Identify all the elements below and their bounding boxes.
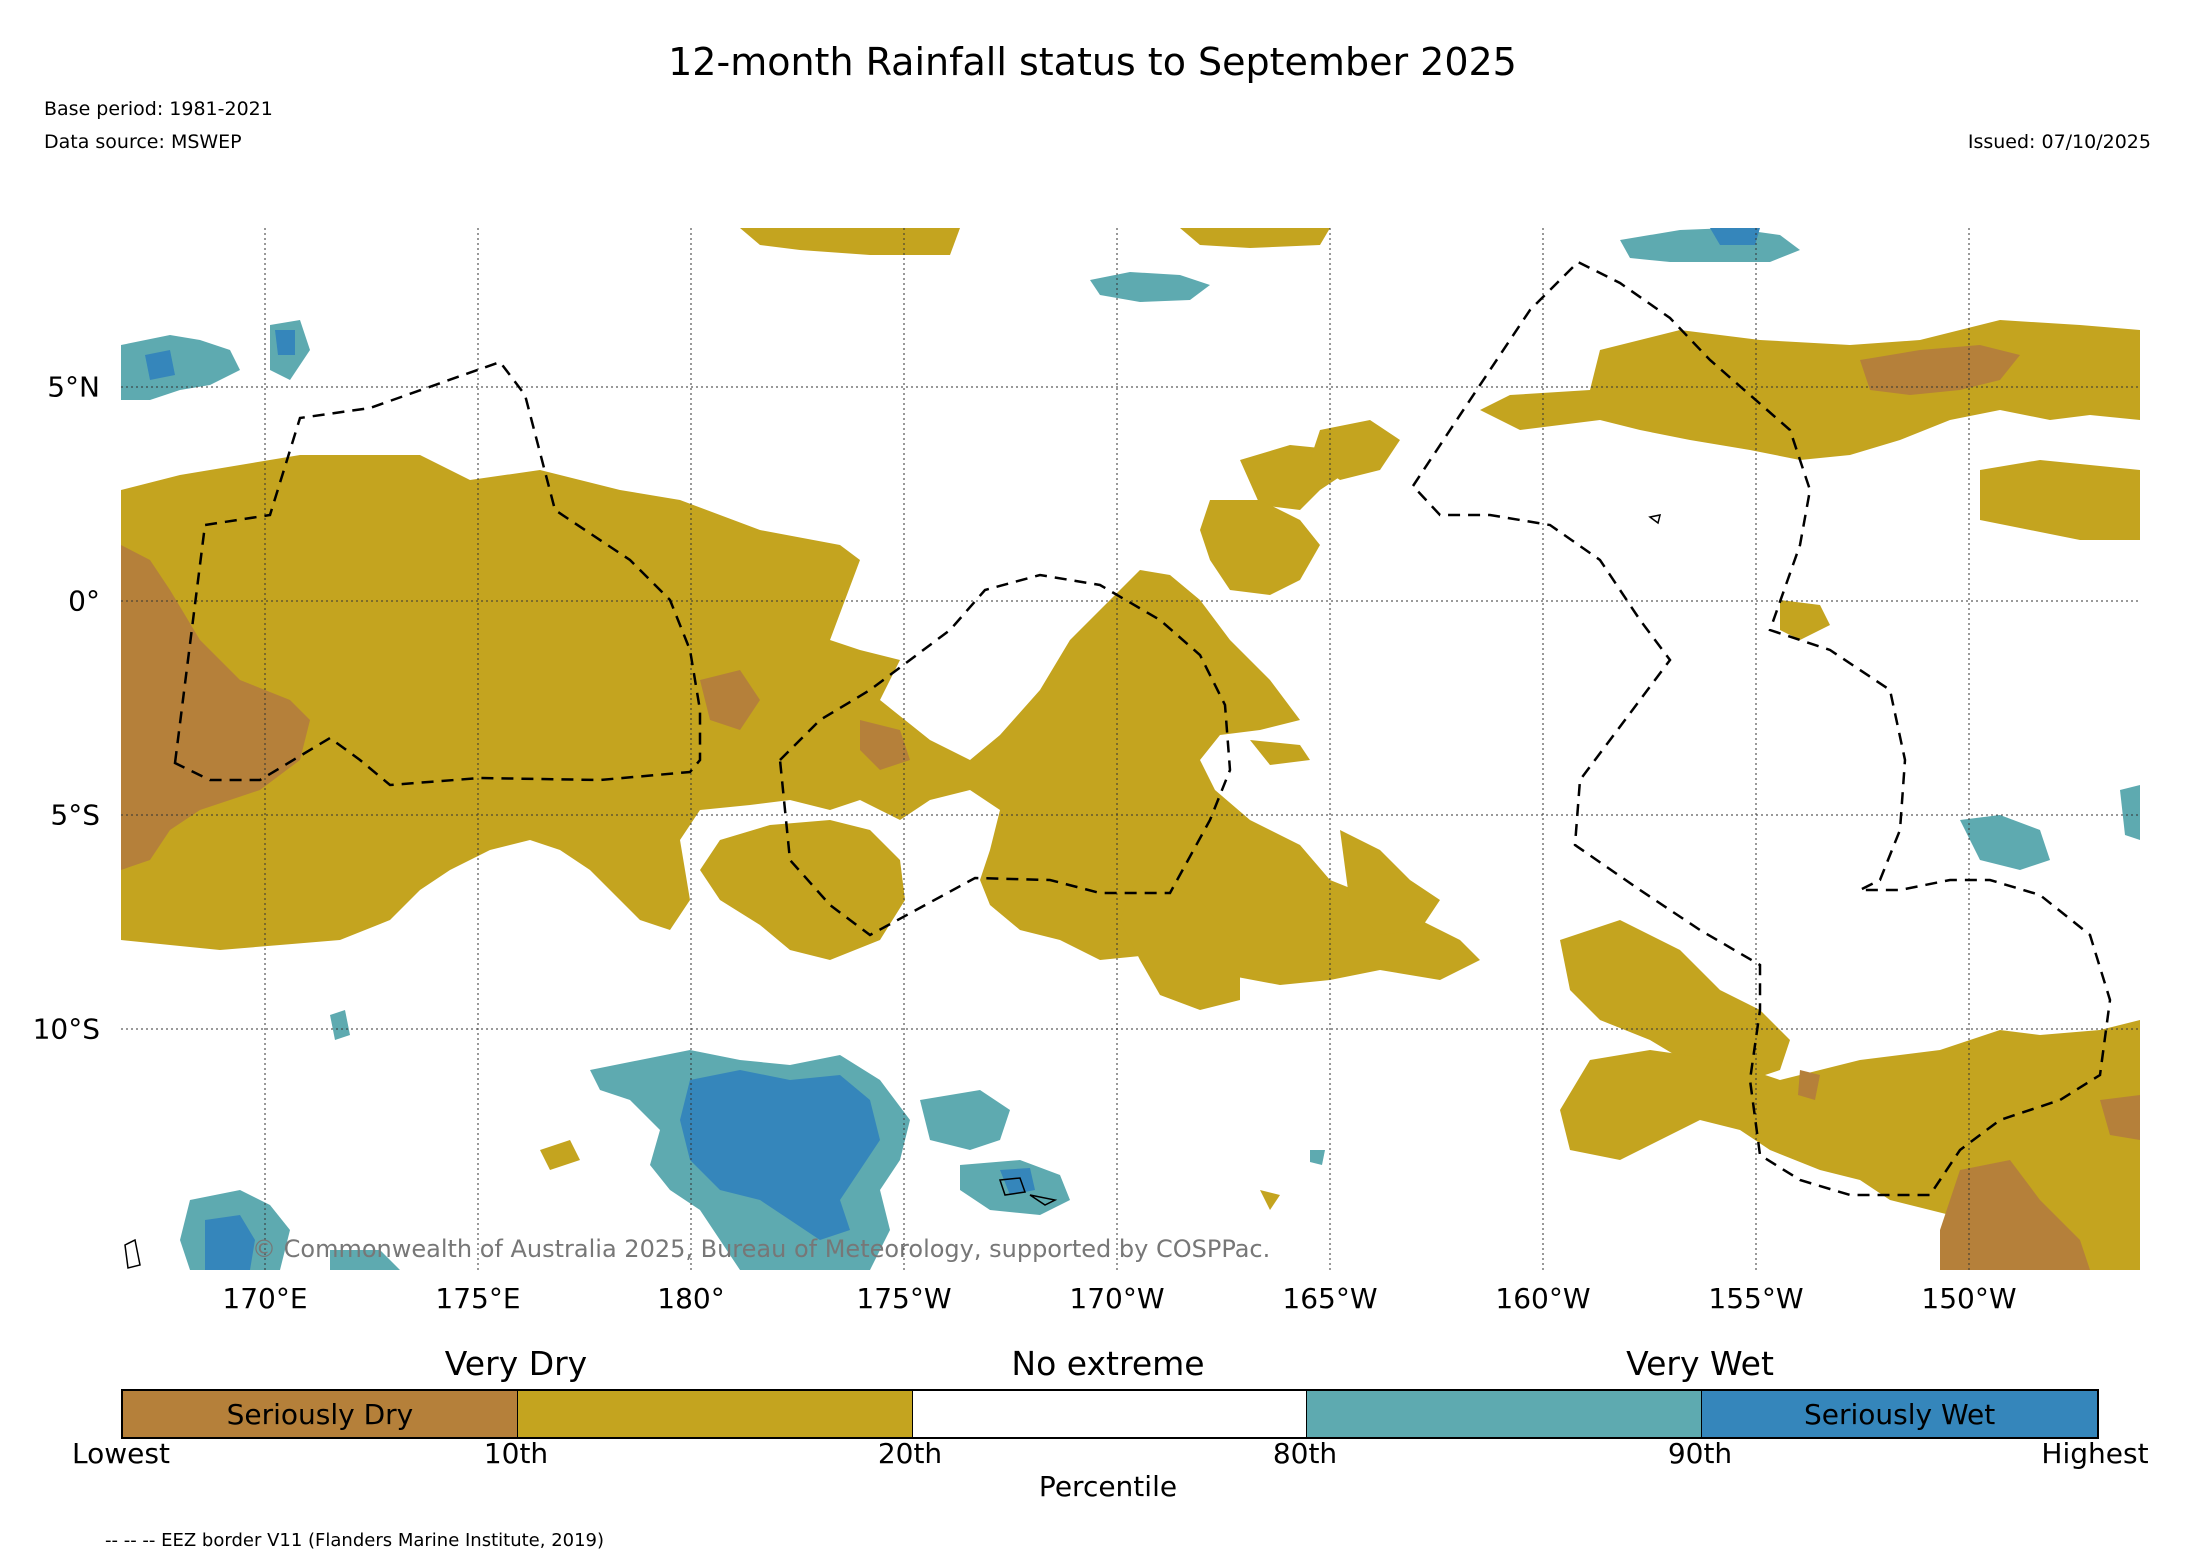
legend-segment-very-dry bbox=[517, 1391, 913, 1437]
eez-footnote: -- -- -- EEZ border V11 (Flanders Marine… bbox=[105, 1530, 605, 1551]
lon-label-175w: 175°W bbox=[856, 1282, 952, 1315]
seriously-wet-regions bbox=[145, 228, 1760, 1270]
lon-label-180: 180° bbox=[657, 1282, 725, 1315]
graticule bbox=[121, 228, 2140, 1270]
lon-label-175e: 175°E bbox=[435, 1282, 521, 1315]
legend-tick-80th: 80th bbox=[1272, 1437, 1338, 1470]
legend-colorbar: Seriously Dry Seriously Wet bbox=[121, 1389, 2099, 1439]
legend-tick-10th: 10th bbox=[483, 1437, 549, 1470]
map-title: 12-month Rainfall status to September 20… bbox=[668, 40, 1517, 84]
island-outlines bbox=[124, 514, 1662, 1269]
legend-category-no-extreme: No extreme bbox=[1011, 1344, 1205, 1383]
seriously-dry-regions bbox=[121, 345, 2140, 1270]
legend-tick-20th: 20th bbox=[877, 1437, 943, 1470]
legend-segment-seriously-dry: Seriously Dry bbox=[123, 1391, 518, 1437]
lon-label-155w: 155°W bbox=[1708, 1282, 1804, 1315]
eez-borders bbox=[173, 260, 2112, 1197]
lat-label-5s: 5°S bbox=[50, 798, 100, 832]
rainfall-map bbox=[121, 228, 2140, 1270]
lat-label-10s: 10°S bbox=[32, 1012, 100, 1046]
legend-category-very-wet: Very Wet bbox=[1626, 1344, 1774, 1383]
legend-segment-very-wet bbox=[1307, 1391, 1703, 1437]
issued-date: Issued: 07/10/2025 bbox=[1967, 131, 2151, 153]
copyright-notice: © Commonwealth of Australia 2025, Bureau… bbox=[252, 1235, 1271, 1263]
legend-axis-label: Percentile bbox=[1038, 1470, 1178, 1503]
legend-tick-highest: Highest bbox=[2041, 1437, 2149, 1470]
legend-segment-no-extreme bbox=[912, 1391, 1308, 1437]
lon-label-165w: 165°W bbox=[1282, 1282, 1378, 1315]
legend-segment-seriously-wet: Seriously Wet bbox=[1702, 1391, 2097, 1437]
legend-tick-lowest: Lowest bbox=[72, 1437, 170, 1470]
lon-label-150w: 150°W bbox=[1921, 1282, 2017, 1315]
legend-category-very-dry: Very Dry bbox=[444, 1344, 588, 1383]
very-dry-regions bbox=[121, 228, 2140, 1270]
data-source: Data source: MSWEP bbox=[44, 131, 242, 153]
legend-tick-90th: 90th bbox=[1667, 1437, 1733, 1470]
lat-label-0: 0° bbox=[68, 584, 100, 618]
lon-label-160w: 160°W bbox=[1495, 1282, 1591, 1315]
lat-label-5n: 5°N bbox=[47, 370, 100, 404]
lon-label-170e: 170°E bbox=[222, 1282, 308, 1315]
lon-label-170w: 170°W bbox=[1069, 1282, 1165, 1315]
base-period: Base period: 1981-2021 bbox=[44, 98, 273, 120]
